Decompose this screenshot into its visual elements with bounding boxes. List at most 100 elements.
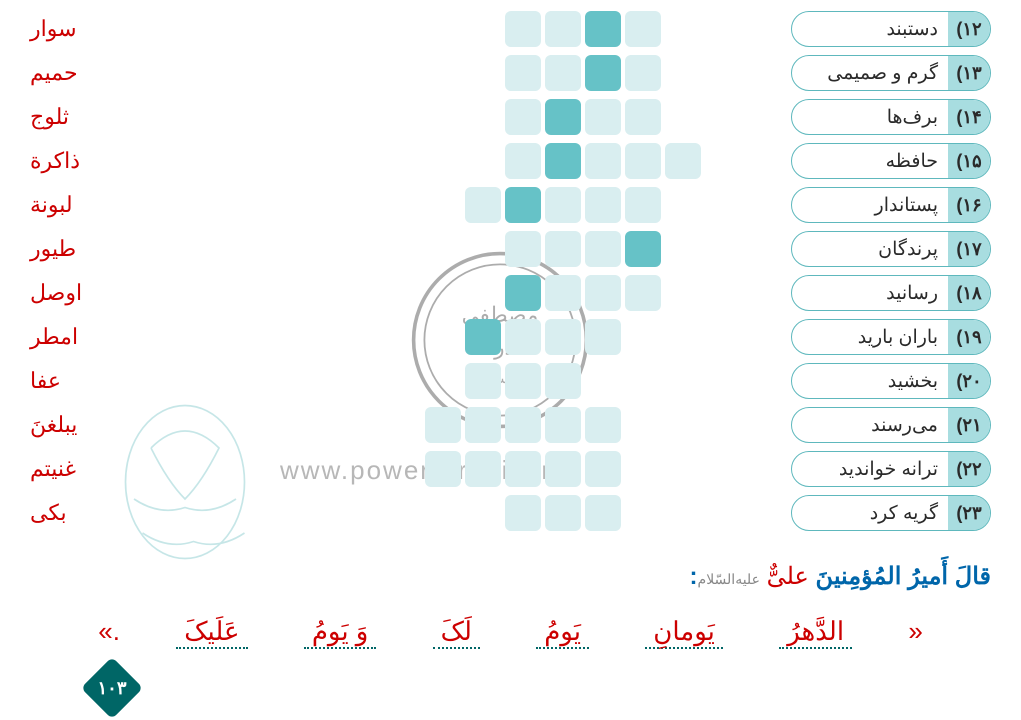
cell-group: [505, 99, 661, 135]
cell-group: [425, 451, 621, 487]
cell-group: [505, 495, 621, 531]
answer-cell[interactable]: [505, 231, 541, 267]
quote-intro: قالَ أَمیرُ المُؤمِنینَ علیٌّ علیه‌السّل…: [30, 562, 991, 591]
clue-box: ۱۸)رسانید: [791, 275, 991, 311]
answer-cell[interactable]: [505, 275, 541, 311]
answer-cell[interactable]: [545, 495, 581, 531]
clue-box: ۱۳)گرم و صمیمی: [791, 55, 991, 91]
clue-box: ۲۳)گریه کرد: [791, 495, 991, 531]
clue-text: باران بارید: [792, 326, 948, 349]
answer-cell[interactable]: [625, 275, 661, 311]
clue-text: پرندگان: [792, 238, 948, 261]
answer-cell[interactable]: [625, 55, 661, 91]
quote-word: لَکَ: [433, 616, 480, 649]
answer-cell[interactable]: [545, 407, 581, 443]
puzzle-row: ۲۳)گریه کرد بکی: [30, 494, 991, 532]
answer-cell[interactable]: [585, 407, 621, 443]
clue-box: ۱۵)حافظه: [791, 143, 991, 179]
answer-cell[interactable]: [465, 407, 501, 443]
answer-cell[interactable]: [625, 143, 661, 179]
page-number: ۱۰۳: [97, 678, 126, 699]
answer-text: یبلغنَ: [30, 412, 90, 438]
answer-cell[interactable]: [585, 187, 621, 223]
clue-number: ۱۴): [948, 100, 990, 134]
clue-number: ۲۲): [948, 452, 990, 486]
answer-cell[interactable]: [545, 99, 581, 135]
answer-cell[interactable]: [505, 451, 541, 487]
cell-group: [505, 275, 661, 311]
puzzle-row: ۱۶)پستاندارلبونة: [30, 186, 991, 224]
answer-cell[interactable]: [505, 99, 541, 135]
cell-group: [465, 319, 621, 355]
answer-cell[interactable]: [665, 143, 701, 179]
answer-cell[interactable]: [585, 143, 621, 179]
puzzle-row: ۱۲)دستبندسوار: [30, 10, 991, 48]
answer-cell[interactable]: [425, 451, 461, 487]
answer-cell[interactable]: [545, 187, 581, 223]
answer-cell[interactable]: [465, 187, 501, 223]
answer-cell[interactable]: [585, 319, 621, 355]
cell-group: [505, 55, 661, 91]
clue-box: ۱۹)باران بارید: [791, 319, 991, 355]
answer-cell[interactable]: [545, 275, 581, 311]
answer-cell[interactable]: [625, 11, 661, 47]
clue-number: ۱۷): [948, 232, 990, 266]
answer-cell[interactable]: [545, 451, 581, 487]
cell-group: [465, 187, 661, 223]
answer-cell[interactable]: [505, 363, 541, 399]
quote-name: علیٌّ: [767, 563, 809, 590]
cell-group: [505, 231, 661, 267]
answer-text: غنیتم: [30, 456, 90, 482]
answer-cell[interactable]: [505, 495, 541, 531]
clue-box: ۲۲)ترانه خواندید: [791, 451, 991, 487]
answer-cell[interactable]: [625, 99, 661, 135]
answer-cell[interactable]: [545, 11, 581, 47]
answer-cell[interactable]: [585, 451, 621, 487]
cell-group: [505, 11, 661, 47]
answer-cell[interactable]: [505, 55, 541, 91]
answer-cell[interactable]: [545, 143, 581, 179]
clue-text: گریه کرد: [792, 502, 948, 525]
answer-cell[interactable]: [505, 187, 541, 223]
answer-cell[interactable]: [545, 231, 581, 267]
answer-cell[interactable]: [625, 187, 661, 223]
open-quote: «: [908, 616, 922, 649]
puzzle-row: ۱۸)رسانیداوصل: [30, 274, 991, 312]
answer-cell[interactable]: [585, 11, 621, 47]
quote-word: یَومانِ: [645, 616, 723, 649]
answer-cell[interactable]: [465, 363, 501, 399]
quote-word: وَ یَومُ: [304, 616, 377, 649]
puzzle-row: ۲۲)ترانه خواندید غنیتم: [30, 450, 991, 488]
answer-cell[interactable]: [545, 363, 581, 399]
answer-cell[interactable]: [585, 275, 621, 311]
clue-box: ۲۱)می‌رسند: [791, 407, 991, 443]
answer-cell[interactable]: [425, 407, 461, 443]
answer-cell[interactable]: [465, 451, 501, 487]
clue-text: برف‌ها: [792, 106, 948, 129]
clue-number: ۱۳): [948, 56, 990, 90]
answer-cell[interactable]: [465, 319, 501, 355]
answer-text: ذاکرة: [30, 148, 90, 174]
answer-cell[interactable]: [545, 319, 581, 355]
answer-cell[interactable]: [505, 407, 541, 443]
clue-number: ۱۵): [948, 144, 990, 178]
answer-cell[interactable]: [625, 231, 661, 267]
answer-cell[interactable]: [585, 55, 621, 91]
clue-text: دستبند: [792, 18, 948, 41]
answer-cell[interactable]: [585, 495, 621, 531]
answer-cell[interactable]: [505, 11, 541, 47]
answer-text: سوار: [30, 16, 90, 42]
answer-cell[interactable]: [545, 55, 581, 91]
answer-cell[interactable]: [585, 231, 621, 267]
answer-text: ثلوج: [30, 104, 90, 130]
clue-box: ۲۰)بخشید: [791, 363, 991, 399]
quote-word: الدَّهرُ: [779, 616, 852, 649]
answer-cell[interactable]: [585, 99, 621, 135]
answer-cell[interactable]: [505, 143, 541, 179]
puzzle-row: ۱۹)باران باریدامطر: [30, 318, 991, 356]
answer-cell[interactable]: [505, 319, 541, 355]
clue-number: ۲۰): [948, 364, 990, 398]
answer-text: بکی: [30, 500, 90, 526]
clue-number: ۱۸): [948, 276, 990, 310]
puzzle-row: ۱۷)پرندگانطیور: [30, 230, 991, 268]
